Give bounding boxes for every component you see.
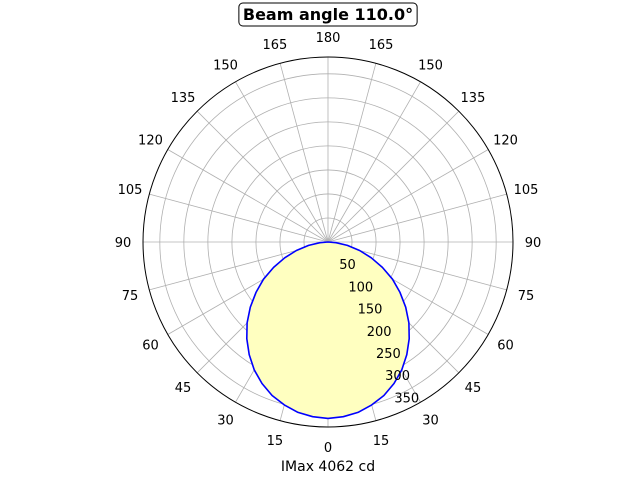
angle-tick-label: 105 xyxy=(514,183,539,198)
radial-tick-label: 200 xyxy=(367,325,392,340)
intensity-line xyxy=(246,241,411,420)
angular-grid-line xyxy=(196,110,329,243)
radial-tick-label: 50 xyxy=(339,258,356,273)
angle-tick-label: 15 xyxy=(373,434,390,449)
radial-tick-label: 350 xyxy=(394,391,419,406)
title-box: Beam angle 110.0° xyxy=(238,2,418,27)
angle-tick-label: 30 xyxy=(422,414,439,429)
angle-tick-label: 90 xyxy=(115,236,132,251)
radial-tick-label: 300 xyxy=(385,369,410,384)
angular-grid-line xyxy=(167,149,329,243)
angle-tick-label: 150 xyxy=(418,58,443,73)
angle-tick-label: 135 xyxy=(171,91,196,106)
angular-grid-line xyxy=(327,149,489,243)
angle-tick-label: 180 xyxy=(316,31,341,46)
angular-grid-line xyxy=(327,110,460,243)
angle-tick-label: 165 xyxy=(369,38,394,53)
intensity-curve-group xyxy=(246,241,411,420)
angle-tick-label: 45 xyxy=(465,381,482,396)
angle-tick-label: 105 xyxy=(118,183,143,198)
chart-title: Beam angle 110.0° xyxy=(243,5,413,24)
radial-tick-label: 250 xyxy=(376,347,401,362)
angle-tick-label: 120 xyxy=(493,134,518,149)
angle-tick-labels: 0 15 15 30 30 45 45 60 60 75 75 90 90 105 105 120 120 135… xyxy=(115,31,542,456)
angle-tick-label: 60 xyxy=(497,339,514,354)
angle-tick-label: 30 xyxy=(217,414,234,429)
angle-tick-label: 120 xyxy=(138,134,163,149)
radial-tick-labels: 50 100 150 200 250 300 350 xyxy=(339,258,419,406)
intensity-fill xyxy=(246,242,410,419)
angular-grid-line xyxy=(235,81,329,243)
angle-tick-label: 60 xyxy=(142,339,159,354)
angle-tick-label: 45 xyxy=(175,381,192,396)
angle-tick-label: 135 xyxy=(461,91,486,106)
angle-tick-label: 15 xyxy=(267,434,284,449)
angle-tick-label: 75 xyxy=(122,289,139,304)
angular-grid-line xyxy=(149,193,329,243)
polar-frame xyxy=(142,56,514,428)
angle-tick-label: 75 xyxy=(518,289,535,304)
radial-tick-label: 150 xyxy=(358,303,383,318)
angular-grid-line xyxy=(327,63,377,243)
angle-tick-label: 165 xyxy=(263,38,288,53)
angle-tick-label: 150 xyxy=(213,58,238,73)
angular-grid-line xyxy=(327,193,507,243)
angular-grid-line xyxy=(279,63,329,243)
angle-tick-label: 0 xyxy=(324,441,332,456)
radial-tick-label: 100 xyxy=(348,280,373,295)
angular-grid-line xyxy=(327,81,421,243)
x-axis-label: IMax 4062 cd xyxy=(281,459,375,475)
angle-tick-label: 90 xyxy=(525,236,542,251)
